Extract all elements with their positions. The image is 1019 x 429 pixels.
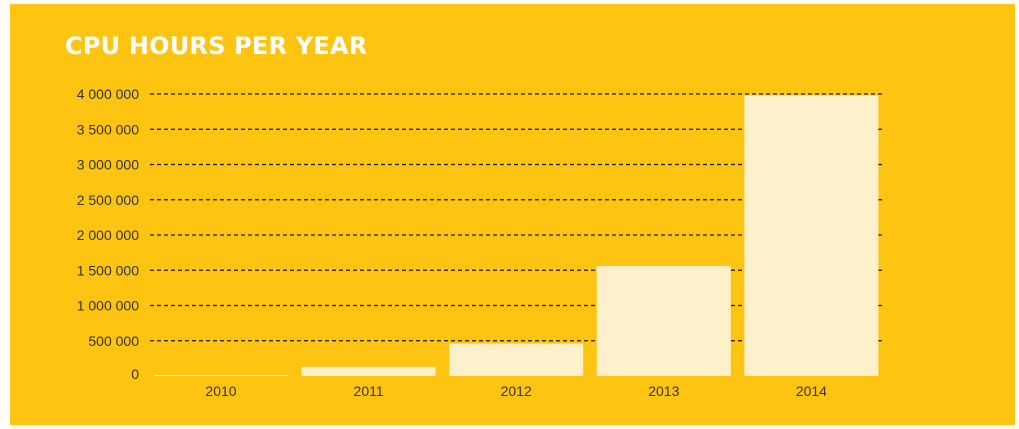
y-tick-label: 2 500 000 [77,192,139,208]
y-tick-label: 3 000 000 [77,157,139,173]
x-tick-label: 2011 [354,383,384,399]
x-tick-label: 2010 [205,383,236,399]
y-tick-label: 1 500 000 [77,262,139,278]
x-tick-label: 2012 [501,383,532,399]
y-tick-label: 3 500 000 [77,121,139,137]
x-tick-label: 2013 [648,383,679,399]
y-tick-label: 2 000 000 [77,227,139,243]
y-tick-label: 0 [131,366,139,382]
y-axis-ticks: 0 500 000 1 000 000 1 500 000 2 000 000 2 500… [77,86,140,382]
y-tick-label: 1 000 000 [77,298,139,314]
bars [154,95,879,376]
x-axis-ticks: 2010 2011 2012 2013 2014 [205,383,827,399]
y-tick-label: 4 000 000 [77,86,139,102]
x-tick-label: 2014 [796,383,827,399]
bar-2013 [596,266,731,376]
bar-2010 [154,374,288,376]
bar-2014 [744,95,879,376]
chart-title: CPU HOURS PER YEAR [65,32,368,60]
y-tick-label: 500 000 [88,333,139,349]
bar-2011 [301,366,436,376]
bar-2012 [449,343,584,376]
